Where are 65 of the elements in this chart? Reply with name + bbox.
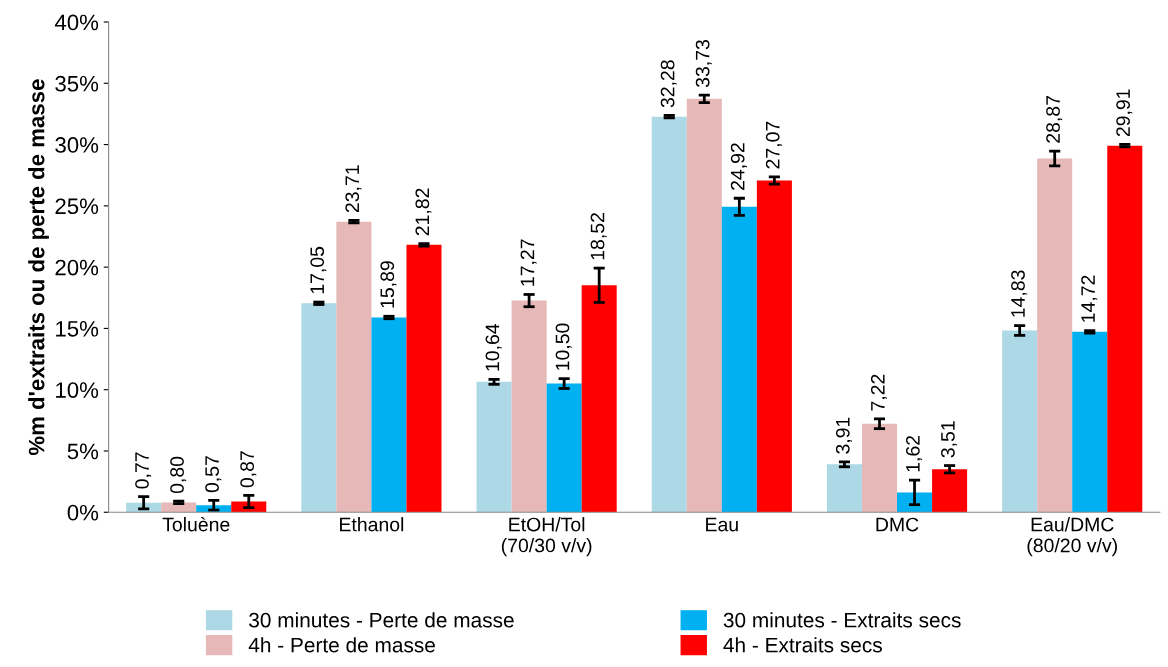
bar [651, 116, 687, 513]
bar [686, 98, 722, 513]
x-tick-label: Eau [706, 517, 738, 532]
x-tick-label: DMC [876, 517, 919, 532]
y-axis-title: %m d'extraits ou de perte de masse [28, 79, 49, 456]
bar [161, 502, 197, 513]
data-label: 28,87 [1046, 96, 1063, 143]
data-label: 0,77 [135, 452, 152, 489]
y-tick-label: 25% [55, 198, 99, 215]
data-label: 17,05 [310, 246, 327, 294]
legend-label: 4h - Extraits secs [723, 637, 882, 653]
data-label: 14,72 [1081, 275, 1098, 322]
y-tick-label: 0% [67, 504, 99, 521]
y-tick-label: 20% [55, 259, 99, 276]
legend-label: 30 minutes - Extraits secs [723, 612, 961, 628]
data-label: 23,71 [345, 165, 362, 213]
y-tick-label: 40% [54, 14, 99, 31]
bar [1072, 331, 1108, 513]
x-tick-label: EtOH/Tol (70/30 v/v) [501, 517, 592, 557]
data-label: 10,64 [485, 323, 502, 371]
y-tick-label: 10% [56, 382, 99, 398]
bar [721, 206, 757, 513]
bar [546, 383, 582, 513]
x-tick-label: Toluène [162, 516, 230, 532]
data-label: 24,92 [730, 143, 747, 190]
bar [756, 180, 792, 513]
bar [371, 317, 407, 513]
data-label: 0,57 [205, 456, 222, 493]
bar [861, 423, 898, 513]
bar [897, 492, 933, 513]
x-tick-label: Eau/DMC (80/20 v/v) [1027, 517, 1117, 557]
data-label: 29,91 [1116, 89, 1133, 137]
legend-label: 4h - Perte de masse [248, 637, 435, 653]
y-tick-label: 5% [67, 443, 99, 460]
bar [1107, 145, 1143, 513]
data-label: 14,83 [1011, 270, 1028, 317]
data-label: 27,07 [765, 121, 782, 169]
legend-label: 30 minutes - Perte de masse [249, 612, 514, 628]
bar [1002, 330, 1038, 513]
bar [826, 464, 862, 513]
bar [511, 300, 547, 513]
x-tick-label: Ethanol [340, 517, 404, 532]
data-label: 17,27 [520, 239, 537, 286]
bar [406, 244, 442, 513]
y-tick-label: 15% [56, 321, 99, 337]
data-label: 32,28 [660, 60, 677, 108]
data-label: 7,22 [870, 374, 888, 411]
data-label: 0,87 [240, 451, 257, 488]
data-label: 10,50 [555, 323, 572, 370]
data-label: 0,80 [170, 456, 187, 494]
y-tick-label: 35% [55, 75, 99, 92]
data-label: 21,82 [415, 188, 432, 236]
bar [476, 381, 512, 513]
bar [301, 303, 337, 513]
bar [1037, 158, 1073, 513]
data-label: 3,51 [941, 421, 958, 458]
data-label: 1,62 [905, 435, 923, 472]
bar [581, 285, 617, 513]
data-label: 15,89 [380, 261, 397, 308]
y-tick-label: 30% [55, 137, 99, 153]
data-label: 33,73 [695, 40, 712, 88]
bar [932, 469, 968, 513]
data-label: 18,52 [590, 213, 607, 260]
data-label: 3,91 [835, 417, 852, 454]
bar [336, 221, 372, 513]
